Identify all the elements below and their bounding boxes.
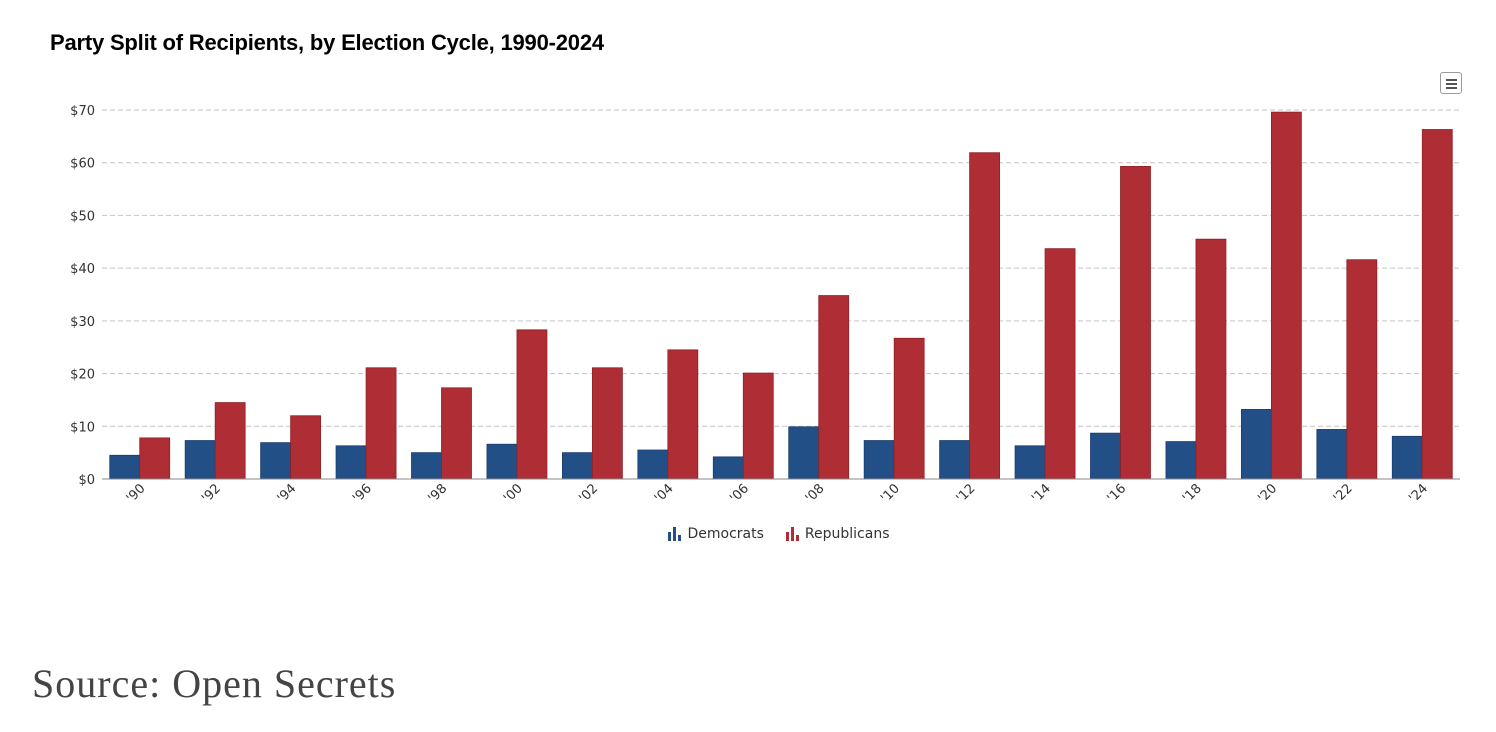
- bar-democrats-14[interactable]: [1014, 445, 1046, 480]
- hamburger-menu-icon[interactable]: [1440, 72, 1462, 94]
- y-tick-label: $10: [70, 420, 95, 435]
- x-tick-label: '18: [1180, 481, 1205, 506]
- bar-republicans-24[interactable]: [1421, 129, 1453, 480]
- x-tick-label: '04: [652, 481, 677, 506]
- x-tick-label: '12: [954, 481, 979, 506]
- y-tick-label: $40: [70, 262, 95, 277]
- bar-democrats-18[interactable]: [1165, 441, 1197, 480]
- bar-republicans-16[interactable]: [1120, 166, 1151, 480]
- x-tick-label: '10: [878, 481, 903, 506]
- bar-chart: $0 $10 $20 $30 $40 $50 $60 $70 '90 '92 '94 '96 '98 '0…: [70, 104, 1460, 506]
- y-tick-label: $60: [70, 157, 95, 172]
- source-caption: Source: Open Secrets: [32, 661, 397, 706]
- x-tick-label: '90: [124, 481, 149, 506]
- bars-layer: [109, 111, 1453, 480]
- bar-democrats-10[interactable]: [863, 440, 895, 480]
- bar-republicans-10[interactable]: [893, 337, 925, 480]
- x-tick-label: '92: [199, 481, 224, 506]
- bar-democrats-90[interactable]: [109, 454, 141, 480]
- y-tick-label: $50: [70, 209, 95, 224]
- bar-democrats-16[interactable]: [1090, 432, 1121, 480]
- x-tick-label: '22: [1331, 481, 1356, 506]
- x-tick-label: '08: [803, 481, 828, 506]
- legend-item-republicans[interactable]: Republicans: [785, 524, 890, 544]
- bar-democrats-24[interactable]: [1391, 435, 1423, 480]
- x-tick-label: '98: [425, 481, 450, 506]
- bar-republicans-04[interactable]: [667, 349, 699, 480]
- bar-republicans-06[interactable]: [742, 372, 774, 480]
- x-tick-label: '94: [275, 481, 300, 506]
- bar-democrats-00[interactable]: [486, 443, 518, 480]
- bar-democrats-02[interactable]: [561, 452, 593, 480]
- x-tick-label: '06: [727, 481, 752, 506]
- bar-democrats-98[interactable]: [411, 452, 442, 480]
- bar-republicans-12[interactable]: [969, 152, 1001, 480]
- bar-republicans-00[interactable]: [516, 329, 548, 480]
- bar-democrats-08[interactable]: [788, 426, 820, 480]
- legend-label-republicans: Republicans: [804, 526, 890, 542]
- x-tick-label: '16: [1104, 481, 1129, 506]
- bar-republicans-02[interactable]: [591, 367, 623, 480]
- x-tick-label: '14: [1029, 481, 1054, 506]
- bar-democrats-94[interactable]: [260, 442, 292, 480]
- bar-democrats-06[interactable]: [712, 456, 744, 480]
- bar-republicans-18[interactable]: [1195, 238, 1227, 480]
- y-tick-label: $0: [78, 473, 95, 488]
- bar-democrats-20[interactable]: [1240, 409, 1272, 480]
- bar-democrats-92[interactable]: [184, 440, 216, 480]
- y-tick-label: $30: [70, 315, 95, 330]
- legend: Democrats Republicans: [0, 524, 1496, 544]
- y-tick-label: $70: [70, 104, 95, 119]
- bar-democrats-22[interactable]: [1316, 429, 1348, 480]
- bar-chart-icon: [785, 527, 799, 541]
- x-tick-label: '24: [1406, 481, 1431, 506]
- bar-democrats-96[interactable]: [335, 445, 367, 480]
- bar-democrats-12[interactable]: [939, 440, 971, 480]
- legend-item-democrats[interactable]: Democrats: [668, 524, 764, 544]
- bar-republicans-90[interactable]: [139, 437, 171, 480]
- bar-republicans-98[interactable]: [441, 387, 472, 480]
- x-tick-label: '20: [1255, 481, 1280, 506]
- bar-republicans-92[interactable]: [214, 402, 246, 480]
- bar-democrats-04[interactable]: [637, 449, 669, 480]
- bar-chart-icon: [668, 527, 682, 541]
- chart-title: Party Split of Recipients, by Election C…: [50, 30, 604, 55]
- bar-republicans-20[interactable]: [1270, 111, 1302, 480]
- bar-republicans-08[interactable]: [818, 295, 850, 480]
- x-tick-label: '00: [501, 481, 526, 506]
- bar-republicans-22[interactable]: [1346, 259, 1378, 480]
- x-tick-label: '96: [350, 481, 375, 506]
- grid-layer: [102, 109, 1460, 427]
- legend-label-democrats: Democrats: [687, 526, 764, 542]
- y-tick-label: $20: [70, 368, 95, 383]
- x-tick-label: '02: [576, 481, 601, 506]
- bar-republicans-96[interactable]: [365, 367, 397, 480]
- bar-republicans-14[interactable]: [1044, 248, 1076, 480]
- bar-republicans-94[interactable]: [290, 415, 322, 480]
